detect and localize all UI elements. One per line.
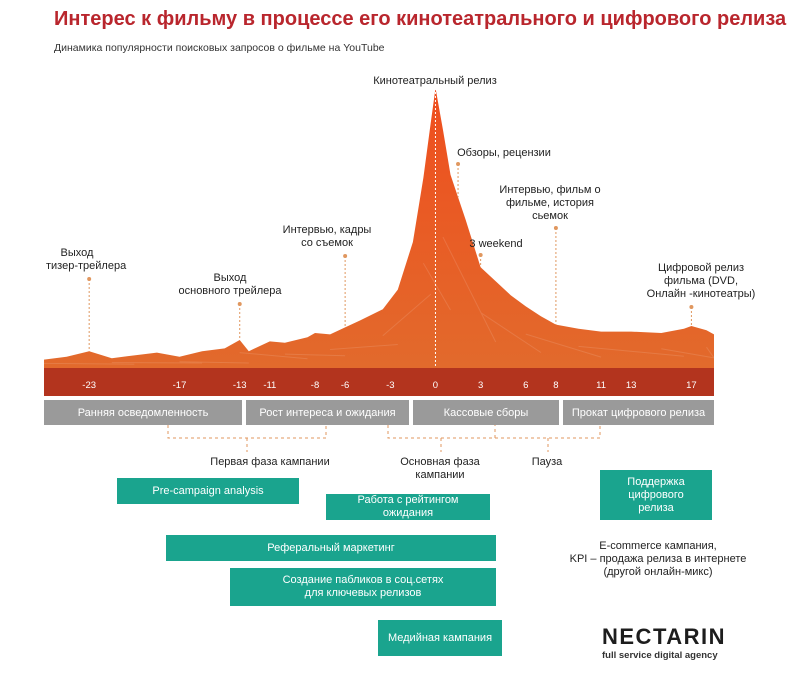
x-tick-label: -17 — [173, 380, 187, 391]
pause-label: Пауза — [531, 456, 563, 468]
annotation-3-weekend: 3 weekend — [469, 238, 523, 250]
main-phase-label: Основная фаза кампании — [400, 456, 480, 481]
x-tick-label: 8 — [553, 380, 558, 391]
bar-social-publics: Создание пабликов в соц.сетях для ключевы… — [230, 568, 496, 606]
phase-growing-interest: Рост интереса и ожидания — [246, 400, 409, 425]
bar-digital-support: Поддержка цифрового релиза — [600, 470, 712, 520]
annotation-dot — [343, 254, 348, 258]
x-tick-label: 0 — [433, 380, 438, 391]
x-tick-label: 17 — [686, 380, 697, 391]
x-tick-label: -6 — [341, 380, 349, 391]
bar-referral-marketing: Реферальный маркетинг — [166, 535, 496, 561]
x-tick-label: -3 — [386, 380, 394, 391]
bar-pre-campaign-analysis: Pre-campaign analysis — [117, 478, 299, 504]
page-title: Интерес к фильму в процессе его кинотеат… — [54, 8, 787, 30]
x-tick-label: -8 — [311, 380, 319, 391]
annotation-interviews-shots: Интервью, кадры со съемок — [282, 224, 372, 249]
x-tick-label: 11 — [596, 380, 606, 391]
x-tick-label: -13 — [233, 380, 247, 391]
bar-expectation-rating: Работа с рейтингом ожидания — [326, 494, 490, 520]
annotation-dot — [689, 305, 694, 309]
annotation-dot — [87, 277, 92, 281]
annotation-teaser-trailer: Выход тизер-трейлера — [46, 247, 127, 272]
annotation-dot — [478, 253, 483, 257]
interest-area — [44, 88, 714, 368]
pause-bracket — [495, 425, 601, 439]
annotation-digital-release: Цифровой релиз фильма (DVD, Онлайн -киноте… — [646, 262, 756, 300]
annotation-leaders — [87, 88, 694, 368]
x-axis-strip — [44, 368, 714, 396]
annotation-interviews-making-of: Интервью, фильм о фильме, история сьемок — [499, 184, 601, 222]
annotation-dot — [237, 302, 242, 306]
brand-logo: NECTARIN — [602, 624, 727, 649]
ecommerce-note: E-commerce кампания, KPI – продажа релиза… — [569, 540, 747, 578]
x-axis-ticks: -23 -17 -13 -11 -8 -6 -3 0 3 6 8 11 13 17 — [82, 380, 696, 391]
bar-media-campaign: Медийная кампания — [378, 620, 502, 656]
annotation-theatrical-release: Кинотеатральный релиз — [373, 75, 497, 87]
x-tick-label: 13 — [626, 380, 637, 391]
first-phase-bracket — [167, 425, 327, 439]
annotation-main-trailer: Выход основного трейлера — [178, 272, 282, 297]
annotation-dot — [456, 162, 461, 166]
brand-tagline: full service digital agency — [602, 650, 718, 661]
x-tick-label: 3 — [478, 380, 483, 391]
phase-early-awareness: Ранняя осведомленность — [44, 400, 242, 425]
x-tick-label: -11 — [263, 380, 276, 391]
x-tick-label: -23 — [82, 380, 96, 391]
main-phase-bracket — [387, 425, 496, 439]
phase-box-office: Кассовые сборы — [413, 400, 559, 425]
annotation-dot — [553, 226, 558, 230]
area-facets — [43, 236, 715, 365]
annotation-reviews: Обзоры, рецензии — [457, 147, 551, 159]
page-subtitle: Динамика популярности поисковых запросов… — [54, 42, 385, 54]
interest-area-chart: -23 -17 -13 -11 -8 -6 -3 0 3 6 8 11 13 17 — [43, 88, 715, 396]
first-phase-label: Первая фаза кампании — [210, 456, 330, 468]
x-tick-label: 6 — [523, 380, 528, 391]
phase-digital-release: Прокат цифрового релиза — [563, 400, 714, 425]
